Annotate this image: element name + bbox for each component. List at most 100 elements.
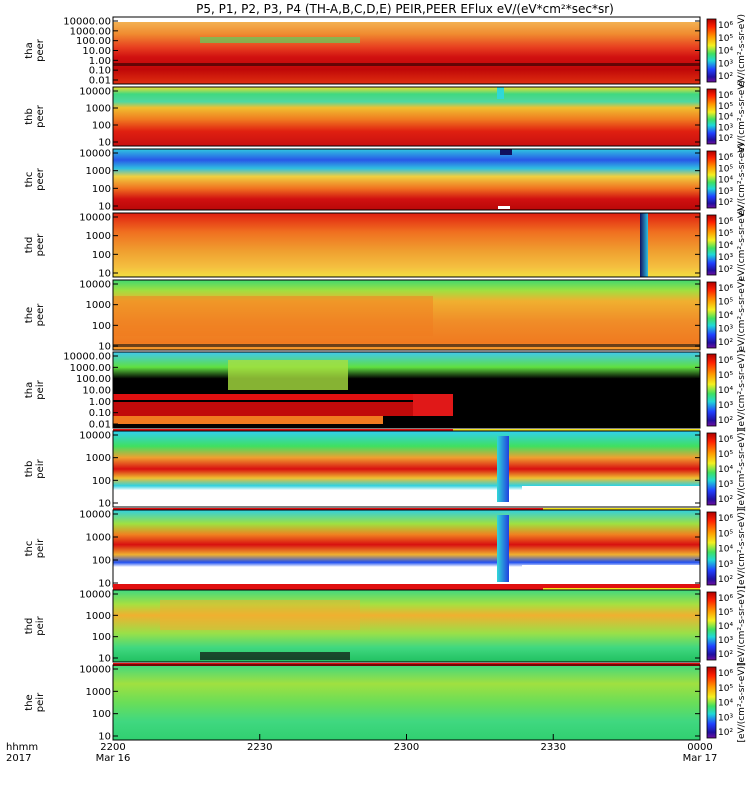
colorbar-tick-label: 10⁴ [718, 699, 733, 709]
species-label: peer [35, 303, 46, 327]
colorbar-tick-label: 10⁵ [718, 608, 733, 618]
species-label: peir [35, 692, 46, 712]
colorbar-units-label: eV/(cm²-s-sr-eV) [737, 278, 747, 351]
colorbar-units-label: eV/(cm²-s-sr-eV) [737, 14, 747, 87]
x-tick-label: 0000 [687, 742, 712, 753]
colorbar-units-label: [eV/(cm²-s-sr-eV)] [737, 429, 747, 509]
y-axis-label: thapeer [24, 38, 46, 62]
colorbar-tick-label: 10⁴ [718, 386, 733, 396]
colorbar-tick-label: 10³ [718, 325, 733, 335]
colorbar [706, 150, 717, 209]
y-tick-label: 0.01 [89, 76, 111, 87]
colorbar-tick-label: 10⁵ [718, 450, 733, 460]
panel-frame [112, 86, 701, 147]
y-tick-label: 100 [92, 709, 111, 720]
panel-frame [112, 148, 701, 211]
colorbar-tick-label: 10² [718, 265, 733, 275]
feature-band [113, 402, 413, 416]
panel-thb-peir: 10000 1000 100 10 thbpeir 10⁶ 10⁵ 10⁴ 10³ 10² [eV/… [24, 429, 747, 512]
colorbar-tick-label: 10³ [718, 187, 733, 197]
panel-frame [112, 279, 701, 351]
colorbar-tick-label: 10⁴ [718, 311, 733, 321]
y-tick-label: 0.10 [89, 66, 111, 77]
y-tick-label: 10 [98, 202, 111, 213]
colorbar [706, 214, 717, 276]
colorbar-tick-label: 10³ [718, 123, 733, 133]
colorbar-tick-label: 10⁶ [718, 669, 733, 679]
colorbar-tick-label: 10⁴ [718, 241, 733, 251]
colorbar-tick-label: 10⁵ [718, 684, 733, 694]
y-tick-label: 1000 [86, 533, 111, 544]
y-tick-label: 0.01 [89, 420, 111, 431]
colorbar-tick-label: 10⁵ [718, 298, 733, 308]
y-tick-label: 1000 [86, 453, 111, 464]
y-tick-label: 100 [92, 184, 111, 195]
colorbar-tick-label: 10⁴ [718, 545, 733, 555]
colorbar-units-label: eV/(cm²-s-sr-eV) [737, 80, 747, 153]
probe-label: thb [24, 461, 35, 478]
colorbar-tick-label: 10⁶ [718, 91, 733, 101]
colorbar-units-label: [eV/(cm²-s-sr-eV)] [737, 586, 747, 666]
colorbar [706, 511, 717, 586]
panel-frame [112, 212, 701, 278]
colorbar-tick-label: 10⁶ [718, 356, 733, 366]
colorbar-tick-label: 10² [718, 495, 733, 505]
colorbar-tick-label: 10³ [718, 401, 733, 411]
colorbar-tick-label: 10⁴ [718, 622, 733, 632]
y-tick-label: 100.00 [76, 36, 111, 47]
y-tick-label: 1000 [86, 166, 111, 177]
colorbar-tick-label: 10² [718, 728, 733, 738]
colorbar-tick-label: 10⁶ [718, 435, 733, 445]
colorbar-tick-label: 10⁵ [718, 371, 733, 381]
x-tick-date-label: Mar 17 [683, 753, 718, 764]
colorbar-tick-label: 10⁵ [718, 229, 733, 239]
feature-band [113, 344, 700, 347]
y-axis-label: thbpeir [24, 458, 46, 478]
panel-thd-peir: 10000 1000 100 10 thdpeir 10⁶ 10⁵ 10⁴ 10³ 10² [eV/… [24, 584, 747, 666]
colorbar-tick-label: 10⁴ [718, 47, 733, 57]
x-tick-label: 2300 [394, 742, 419, 753]
colorbar-tick-label: 10² [718, 72, 733, 82]
species-label: peer [35, 38, 46, 62]
colorbar-units-label: eV/(cm²-s-sr-eV) [737, 143, 747, 216]
data-gap [522, 486, 700, 507]
colorbar-tick-label: 10⁶ [718, 284, 733, 294]
y-tick-label: 10 [98, 654, 111, 665]
chart-title: P5, P1, P2, P3, P4 (TH-A,B,C,D,E) PEIR,P… [196, 2, 614, 16]
probe-label: thc [24, 172, 35, 188]
y-tick-label: 1000.00 [70, 26, 111, 37]
feature-band [200, 652, 350, 660]
y-tick-label: 1000 [86, 231, 111, 242]
species-label: peir [35, 458, 46, 478]
colorbar-tick-label: 10² [718, 416, 733, 426]
y-tick-label: 100 [92, 632, 111, 643]
y-axis-label: thapeir [24, 379, 46, 399]
colorbar [706, 353, 717, 427]
species-label: peer [35, 167, 46, 191]
feature-band [200, 37, 360, 43]
species-label: peir [35, 615, 46, 635]
panel-the-peer: 10000 1000 100 10 thepeer 10⁶ 10⁵ 10⁴ 10³ 10² eV/(… [24, 278, 747, 352]
y-tick-label: 1000 [86, 611, 111, 622]
probe-label: tha [24, 382, 35, 398]
y-tick-label: 100.00 [76, 374, 111, 385]
feature-spike [497, 87, 504, 99]
colorbar [706, 281, 717, 349]
colorbar-tick-label: 10² [718, 134, 733, 144]
colorbar-tick-label: 10⁵ [718, 102, 733, 112]
feature-band [413, 394, 453, 416]
y-tick-label: 10000 [79, 590, 111, 601]
y-tick-label: 10 [98, 499, 111, 510]
y-tick-label: 10000.00 [63, 17, 111, 28]
y-tick-label: 10000 [79, 87, 111, 98]
panel-the-peir: 10000 1000 100 10 thepeir 10⁶ 10⁵ 10⁴ 10³ 10² [eV/… [24, 662, 747, 742]
x-tick-date-label: Mar 16 [96, 753, 131, 764]
feature-spike [498, 206, 510, 209]
colorbar-tick-label: 10⁶ [718, 594, 733, 604]
y-tick-label: 10 [98, 732, 111, 743]
y-axis-label: thepeir [24, 692, 46, 712]
probe-label: thb [24, 108, 35, 125]
y-axis-label: thcpeir [24, 538, 46, 558]
